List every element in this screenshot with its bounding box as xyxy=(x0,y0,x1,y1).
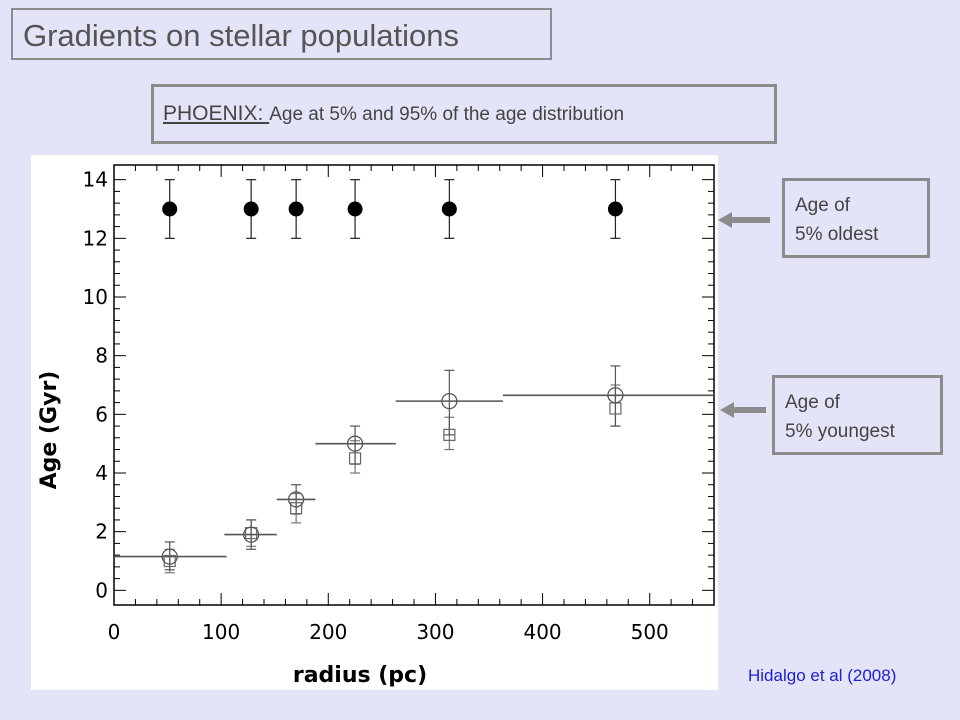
x-tick-label: 100 xyxy=(202,620,240,644)
open-circle-marker xyxy=(607,387,624,404)
x-tick-label: 500 xyxy=(631,620,669,644)
y-tick-label: 6 xyxy=(95,402,108,426)
y-tick-label: 2 xyxy=(95,520,108,544)
subtitle: PHOENIX: Age at 5% and 95% of the age di… xyxy=(163,102,624,126)
open-square-marker xyxy=(348,452,362,465)
subtitle-rest: Age at 5% and 95% of the age distributio… xyxy=(269,104,625,125)
y-tick-label: 0 xyxy=(95,578,108,602)
y-axis-label: Age (Gyr) xyxy=(37,371,62,490)
y-tick-label: 8 xyxy=(95,344,108,368)
y-tick-label: 12 xyxy=(83,226,108,250)
open-circle-marker xyxy=(242,526,260,543)
y-tick-label: 10 xyxy=(83,285,108,309)
filled-circle-marker xyxy=(162,201,178,217)
subtitle-lead: PHOENIX: xyxy=(163,102,270,125)
annotation-oldest-line2: 5% oldest xyxy=(795,224,879,245)
x-tick-label: 200 xyxy=(309,620,347,644)
y-tick-label: 4 xyxy=(95,461,108,485)
citation: Hidalgo et al (2008) xyxy=(748,666,897,685)
annotation-youngest: Age of 5% youngest xyxy=(772,375,943,455)
annotation-youngest-line2: 5% youngest xyxy=(785,421,895,442)
arrow-left-icon xyxy=(720,402,766,418)
filled-circle-marker xyxy=(607,201,623,217)
title-box: Gradients on stellar populations xyxy=(11,8,552,60)
subtitle-box: PHOENIX: Age at 5% and 95% of the age di… xyxy=(151,84,777,144)
open-circle-marker xyxy=(346,435,364,452)
open-square-marker xyxy=(290,502,303,515)
y-tick-label: 14 xyxy=(83,168,108,192)
arrow-left-icon xyxy=(718,212,770,228)
open-square-marker xyxy=(443,428,456,441)
x-tick-label: 400 xyxy=(523,620,561,644)
annotation-youngest-line1: Age of xyxy=(785,392,840,413)
filled-circle-marker xyxy=(243,201,259,217)
x-tick-label: 300 xyxy=(416,620,454,644)
x-tick-label: 0 xyxy=(108,620,121,644)
chart-panel: 0 100 200 300 400 500 0 2 4 6 8 10 12 14 radius (pc) … xyxy=(31,155,718,690)
filled-circle-marker xyxy=(288,201,304,217)
plot-frame xyxy=(113,164,715,606)
filled-circle-marker xyxy=(441,201,457,217)
open-circle-marker xyxy=(161,548,178,565)
open-circle-marker xyxy=(287,491,305,508)
filled-circle-marker xyxy=(347,201,363,217)
x-axis-label: radius (pc) xyxy=(293,663,427,688)
annotation-oldest: Age of 5% oldest xyxy=(782,178,930,258)
slide-title: Gradients on stellar populations xyxy=(23,18,459,53)
open-circle-marker xyxy=(441,392,458,410)
annotation-oldest-line1: Age of xyxy=(795,195,850,216)
